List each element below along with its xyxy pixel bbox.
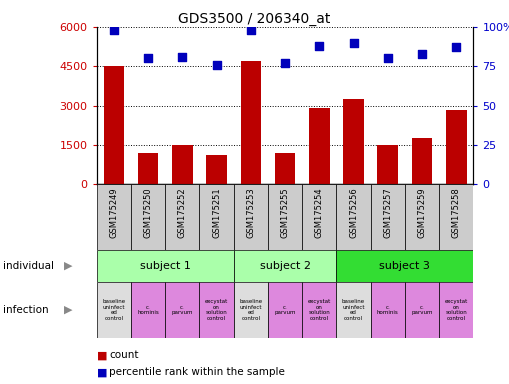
Bar	[302, 184, 336, 250]
Point	[452, 44, 460, 50]
Bar	[234, 184, 268, 250]
Bar	[446, 109, 467, 184]
Text: GSM175259: GSM175259	[417, 188, 427, 238]
Text: c.
hominis: c. hominis	[377, 305, 399, 316]
Bar	[371, 282, 405, 338]
Bar	[97, 282, 131, 338]
Bar	[336, 184, 371, 250]
Text: subject 3: subject 3	[379, 261, 430, 271]
Text: c.
hominis: c. hominis	[137, 305, 159, 316]
Text: subject 1: subject 1	[140, 261, 191, 271]
Bar	[206, 156, 227, 184]
Text: baseline
uninfect
ed
control: baseline uninfect ed control	[342, 299, 365, 321]
Point	[178, 54, 186, 60]
Text: baseline
uninfect
ed
control: baseline uninfect ed control	[239, 299, 262, 321]
Text: GSM175255: GSM175255	[280, 188, 290, 238]
Point	[144, 55, 152, 61]
Bar	[336, 250, 473, 282]
Bar	[275, 153, 295, 184]
Point	[384, 55, 392, 61]
Bar	[97, 250, 234, 282]
Text: GSM175254: GSM175254	[315, 188, 324, 238]
Bar	[371, 184, 405, 250]
Text: GSM175257: GSM175257	[383, 188, 392, 238]
Text: GSM175258: GSM175258	[452, 188, 461, 238]
Text: c.
parvum: c. parvum	[411, 305, 433, 316]
Bar	[241, 61, 261, 184]
Text: excystat
on
solution
control: excystat on solution control	[205, 299, 228, 321]
Bar	[165, 282, 200, 338]
Bar	[412, 138, 432, 184]
Text: c.
parvum: c. parvum	[274, 305, 296, 316]
Bar	[131, 282, 165, 338]
Text: GSM175253: GSM175253	[246, 188, 256, 238]
Bar	[268, 184, 302, 250]
Point	[110, 27, 118, 33]
Bar	[378, 145, 398, 184]
Text: percentile rank within the sample: percentile rank within the sample	[109, 367, 286, 377]
Point	[247, 27, 255, 33]
Point	[212, 61, 220, 68]
Text: ■: ■	[97, 350, 107, 360]
Bar	[405, 282, 439, 338]
Bar	[302, 282, 336, 338]
Point	[315, 43, 323, 49]
Text: baseline
uninfect
ed
control: baseline uninfect ed control	[102, 299, 125, 321]
Bar	[309, 108, 329, 184]
Bar	[97, 184, 131, 250]
Text: GSM175250: GSM175250	[144, 188, 153, 238]
Text: GSM175256: GSM175256	[349, 188, 358, 238]
Bar	[131, 184, 165, 250]
Bar	[439, 184, 473, 250]
Bar	[165, 184, 200, 250]
Text: subject 2: subject 2	[260, 261, 310, 271]
Bar	[200, 282, 234, 338]
Bar	[234, 250, 336, 282]
Bar	[200, 184, 234, 250]
Text: excystat
on
solution
control: excystat on solution control	[445, 299, 468, 321]
Text: c.
parvum: c. parvum	[172, 305, 193, 316]
Bar	[343, 99, 364, 184]
Bar	[336, 282, 371, 338]
Bar	[103, 66, 124, 184]
Bar	[268, 282, 302, 338]
Text: excystat
on
solution
control: excystat on solution control	[307, 299, 331, 321]
Text: infection: infection	[3, 305, 48, 315]
Text: ▶: ▶	[65, 261, 73, 271]
Text: GSM175252: GSM175252	[178, 188, 187, 238]
Text: individual: individual	[3, 261, 53, 271]
Bar	[234, 282, 268, 338]
Point	[350, 40, 358, 46]
Bar	[138, 153, 158, 184]
Text: count: count	[109, 350, 139, 360]
Text: ■: ■	[97, 367, 107, 377]
Bar	[405, 184, 439, 250]
Text: GSM175249: GSM175249	[109, 188, 118, 238]
Point	[418, 51, 426, 57]
Bar	[439, 282, 473, 338]
Text: ▶: ▶	[65, 305, 73, 315]
Point	[281, 60, 289, 66]
Text: GSM175251: GSM175251	[212, 188, 221, 238]
Text: GDS3500 / 206340_at: GDS3500 / 206340_at	[178, 12, 331, 25]
Bar	[172, 145, 192, 184]
